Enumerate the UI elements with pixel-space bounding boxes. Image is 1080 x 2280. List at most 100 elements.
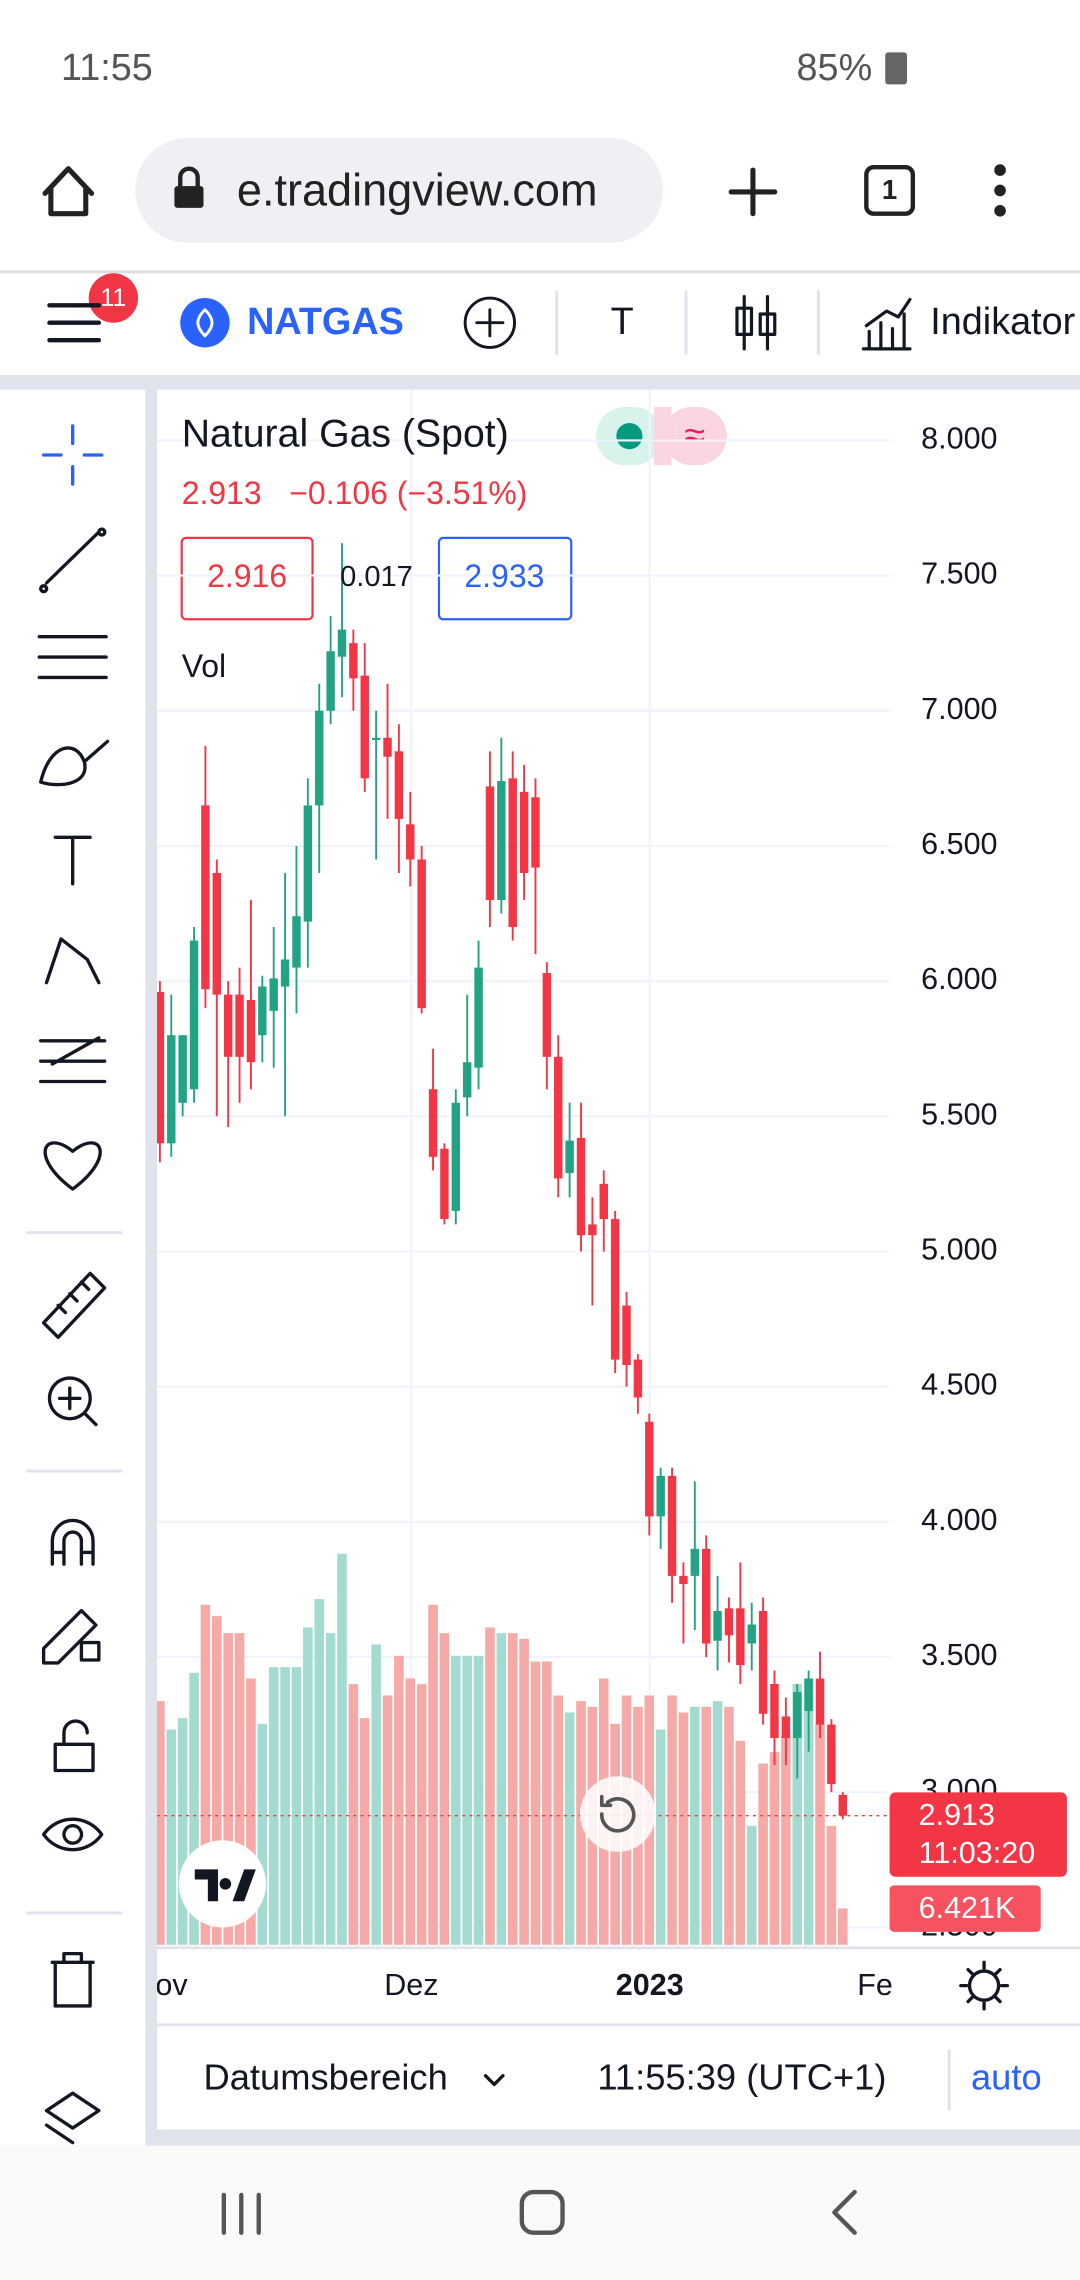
y-tick-label: 5.500	[921, 1097, 997, 1131]
candle-body	[815, 1678, 825, 1725]
chart-type[interactable]	[735, 294, 777, 351]
candle-body	[451, 1102, 461, 1211]
home-button[interactable]	[42, 166, 95, 217]
url-bar[interactable]	[135, 138, 663, 243]
battery-level: 85%	[797, 47, 873, 89]
date-range[interactable]: Datumsbereich	[203, 2057, 447, 2098]
bid-price[interactable]: 2.916	[207, 558, 287, 594]
nav-bar	[0, 2145, 1080, 2280]
zoom-in[interactable]	[47, 1376, 98, 1427]
clock[interactable]: 11:55:39 (UTC+1)	[597, 2057, 886, 2098]
candle-body	[258, 986, 267, 1036]
menu-button[interactable]	[994, 164, 1006, 176]
y-tick-label: 6.500	[921, 827, 997, 861]
volume-bar	[303, 1627, 313, 1945]
lock-all[interactable]	[53, 1719, 95, 1773]
volume-bar	[530, 1661, 541, 1945]
candle-body	[383, 737, 392, 757]
volume-bar	[758, 1763, 768, 1945]
layers[interactable]	[44, 2091, 101, 2145]
volume-bar	[371, 1644, 381, 1945]
favorites[interactable]	[43, 1141, 102, 1191]
prediction-tool[interactable]	[39, 1036, 107, 1084]
menu-button[interactable]	[994, 204, 1006, 217]
menu-button[interactable]	[994, 184, 1006, 197]
badge-count: 11	[101, 285, 127, 312]
ask-price[interactable]: 2.933	[464, 558, 544, 594]
candle-body	[690, 1548, 700, 1576]
add-symbol[interactable]	[463, 296, 517, 349]
indicators[interactable]: Indikator	[930, 301, 1075, 343]
crosshair[interactable]	[41, 424, 104, 486]
volume-bar	[485, 1627, 495, 1945]
volume-tag-value: 6.421K	[919, 1891, 1016, 1925]
text-tool[interactable]: T	[611, 301, 634, 343]
candle-body	[622, 1305, 631, 1366]
separator	[156, 2129, 1080, 2146]
candle-body	[417, 859, 426, 1009]
candle-body	[793, 1692, 802, 1739]
candle-body	[269, 978, 278, 1011]
candle-body	[462, 1062, 472, 1098]
candle-body	[610, 1219, 620, 1360]
candle-body	[838, 1794, 847, 1816]
volume-bar	[701, 1706, 711, 1945]
main-menu[interactable]	[47, 303, 102, 343]
candle-body	[758, 1611, 768, 1714]
tabs-button[interactable]	[864, 165, 916, 216]
recent-apps[interactable]	[221, 2192, 261, 2235]
candle-body	[360, 675, 369, 779]
text-annotation[interactable]	[53, 835, 92, 886]
volume-bar	[576, 1701, 586, 1945]
candle-body	[280, 959, 290, 987]
volume-bar	[837, 1908, 848, 1945]
volume-bar	[473, 1655, 484, 1945]
plot-area	[156, 389, 890, 1945]
pattern-tool[interactable]	[44, 937, 101, 985]
back-nav[interactable]	[832, 2189, 857, 2235]
settings-button[interactable]	[967, 1969, 1001, 2002]
candle-body	[167, 1035, 176, 1144]
buy-box[interactable]	[437, 536, 573, 621]
flame	[196, 308, 214, 338]
candle-body	[428, 1089, 438, 1157]
reset-icon[interactable]	[599, 1794, 636, 1833]
lock-drawings[interactable]	[41, 1608, 101, 1665]
volume-bar	[428, 1604, 438, 1945]
url[interactable]: e.tradingview.com	[237, 164, 598, 215]
volume-bar	[690, 1706, 700, 1945]
new-tab-button[interactable]	[728, 167, 778, 217]
range-chevron[interactable]	[483, 2074, 505, 2087]
home-nav[interactable]	[519, 2189, 565, 2235]
y-tick-label: 5.000	[921, 1233, 997, 1267]
ruler[interactable]	[41, 1271, 107, 1339]
fib-tool[interactable]	[37, 635, 108, 680]
symbol[interactable]: NATGAS	[247, 301, 404, 343]
indicators-icon[interactable]	[861, 297, 912, 351]
reset-button[interactable]	[579, 1776, 656, 1852]
volume-bar	[268, 1667, 279, 1945]
volume-bar	[735, 1740, 746, 1945]
price-tag	[889, 1792, 1067, 1877]
trend-line[interactable]	[39, 527, 107, 594]
status-pill[interactable]	[662, 407, 727, 466]
candle-body	[542, 973, 552, 1057]
candle-body	[440, 1148, 449, 1220]
hide-drawings[interactable]	[41, 1817, 104, 1852]
volume-bar	[826, 1825, 837, 1945]
x-tick-label: Fe	[857, 1968, 893, 2002]
auto-scale[interactable]: auto	[971, 2057, 1042, 2098]
brush[interactable]	[39, 739, 110, 787]
sell-box[interactable]	[180, 536, 314, 621]
candle-body	[349, 643, 358, 679]
remove-drawings[interactable]	[50, 1951, 95, 2008]
candle-body	[656, 1475, 665, 1517]
y-tick-label: 8.000	[921, 421, 997, 455]
candle-body	[827, 1724, 836, 1785]
volume-bar	[462, 1655, 472, 1945]
volume-bar	[564, 1712, 575, 1945]
add-symbol[interactable]	[475, 308, 505, 338]
candle-body	[178, 1035, 187, 1103]
magnet[interactable]	[50, 1518, 95, 1566]
settings-icon[interactable]	[959, 1960, 1009, 2011]
